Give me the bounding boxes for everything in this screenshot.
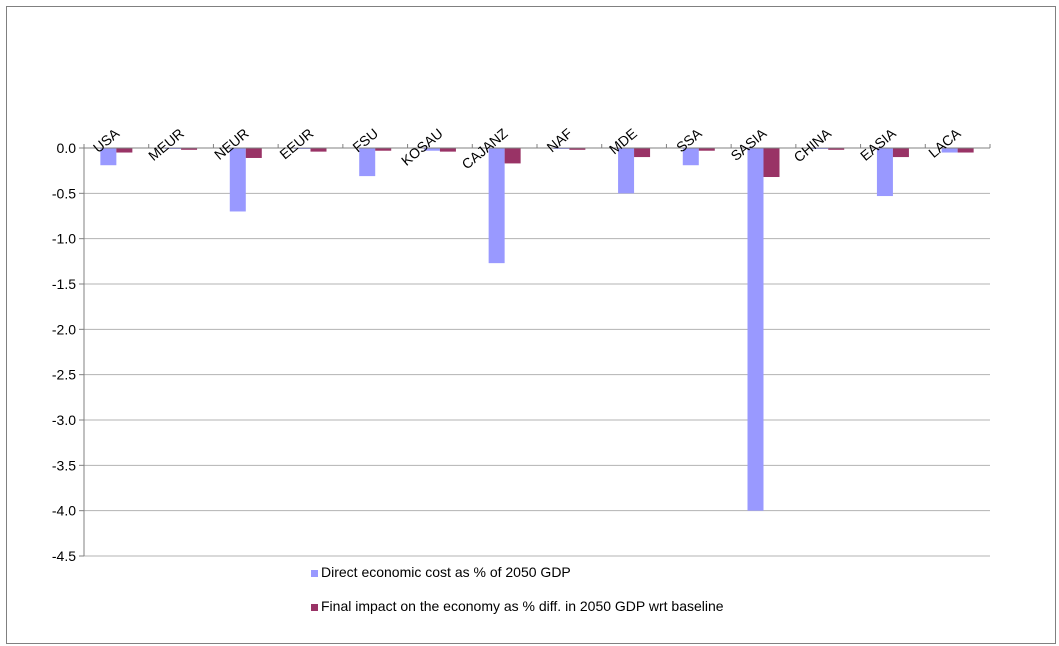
y-tick-label: -0.5 xyxy=(52,185,76,201)
y-tick-label: -1.5 xyxy=(52,276,76,292)
category-label: LACA xyxy=(925,125,964,161)
bar-china-series-2 xyxy=(828,148,845,150)
bar-fsu-series-1 xyxy=(359,148,376,177)
bar-easia-series-2 xyxy=(892,148,909,158)
bar-naf-series-2 xyxy=(569,148,586,150)
y-tick-labels: 0.0 -0.5 -1.0 -1.5 -2.0 -2.5 -3.0 -3.5 -4.0 -4.5 xyxy=(52,140,76,564)
bar-neur-series-1 xyxy=(229,148,246,212)
bar-sasia-series-2 xyxy=(763,148,780,178)
y-tick-label: -4.0 xyxy=(52,503,76,519)
bar-usa-series-2 xyxy=(116,148,133,153)
category-label: EEUR xyxy=(276,125,316,162)
bar-ssa-series-2 xyxy=(698,148,715,151)
legend-label: Final impact on the economy as % diff. i… xyxy=(321,598,724,614)
category-label: CHINA xyxy=(790,125,834,166)
gridlines xyxy=(84,192,990,557)
y-tick-label: -1.0 xyxy=(52,231,76,247)
bar-kosau-series-2 xyxy=(439,148,456,152)
y-tick-label: 0.0 xyxy=(57,140,77,156)
bar-meur-series-2 xyxy=(181,148,198,150)
legend: Direct economic cost as % of 2050 GDP Fin… xyxy=(311,564,724,614)
bar-laca-series-2 xyxy=(957,148,974,153)
bar-kosau-series-1 xyxy=(423,148,440,151)
y-tick-label: -3.5 xyxy=(52,457,76,473)
bar-easia-series-1 xyxy=(876,148,893,197)
bar-sasia-series-1 xyxy=(747,148,764,511)
y-tick-label: -3.0 xyxy=(52,412,76,428)
bar-fsu-series-2 xyxy=(375,148,392,151)
bar-mde-series-1 xyxy=(618,148,635,194)
bar-ssa-series-1 xyxy=(682,148,699,166)
bar-mde-series-2 xyxy=(634,148,651,158)
chart-frame: 0.0 -0.5 -1.0 -1.5 -2.0 -2.5 -3.0 -3.5 -4.0 -4.5 … xyxy=(6,6,1056,644)
category-label: KOSAU xyxy=(398,125,446,169)
bar-chart: 0.0-0.5-1.0-1.5-2.0-2.5-3.0-3.5-4.0-4.5 … xyxy=(52,125,991,614)
bar-usa-series-1 xyxy=(100,148,117,166)
bar-cajanz-series-1 xyxy=(488,148,505,264)
bar-cajanz-series-2 xyxy=(504,148,521,164)
bar-neur-series-2 xyxy=(245,148,262,158)
bars xyxy=(100,148,974,511)
bar-eeur-series-2 xyxy=(310,148,327,152)
legend-swatch xyxy=(311,570,318,577)
legend-label: Direct economic cost as % of 2050 GDP xyxy=(321,564,571,580)
category-label: NAF xyxy=(544,125,576,155)
category-label: MEUR xyxy=(145,125,187,164)
legend-swatch xyxy=(311,604,318,611)
y-tick-label: -4.5 xyxy=(52,548,76,564)
y-tick-label: -2.0 xyxy=(52,321,76,337)
axes xyxy=(79,144,991,557)
y-tick-label: -2.5 xyxy=(52,367,76,383)
bar-laca-series-1 xyxy=(941,148,958,153)
